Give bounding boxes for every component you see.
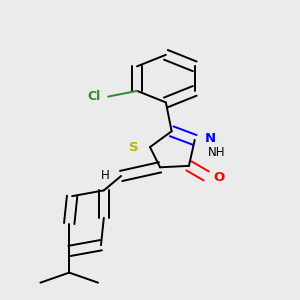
Text: O: O: [214, 171, 225, 184]
Text: NH: NH: [208, 146, 225, 159]
Text: S: S: [129, 141, 139, 154]
Text: H: H: [101, 169, 110, 182]
Text: Cl: Cl: [88, 90, 101, 103]
Text: N: N: [205, 132, 216, 145]
